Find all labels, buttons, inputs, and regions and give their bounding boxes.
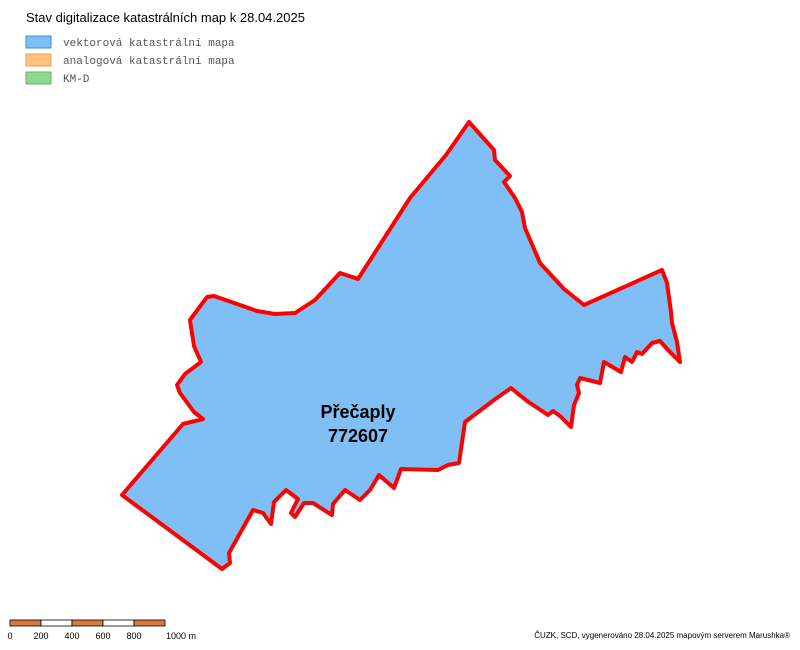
scale-label: 0 <box>7 631 12 641</box>
credit: ČUZK, SCD, vygenerováno 28.04.2025 mapov… <box>534 631 790 640</box>
scale-label: 200 <box>33 631 48 641</box>
scale-label: 400 <box>64 631 79 641</box>
area-code: 772607 <box>328 426 388 446</box>
map-title: Stav digitalizace katastrálních map k 28… <box>26 10 305 25</box>
scale-label: 600 <box>95 631 110 641</box>
legend-swatch <box>25 53 52 67</box>
scale-segment <box>133 619 166 627</box>
legend-label: KM-D <box>63 74 90 86</box>
legend-label: vektorová katastrální mapa <box>63 38 235 50</box>
scale-bar: 0 200 400 600 800 1000 m <box>7 619 196 641</box>
cadastral-area <box>120 120 682 571</box>
legend-swatch <box>25 71 52 85</box>
legend-label: analogová katastrální mapa <box>63 56 235 68</box>
scale-segment <box>40 619 73 627</box>
legend-swatch <box>25 35 52 49</box>
legend: vektorová katastrální mapa analogová kata… <box>25 35 235 86</box>
scale-segment <box>102 619 135 627</box>
scale-segment <box>9 619 42 627</box>
scale-label: 800 <box>126 631 141 641</box>
scale-segment <box>71 619 104 627</box>
area-name: Přečaply <box>320 402 395 422</box>
scale-label: 1000 m <box>166 631 196 641</box>
